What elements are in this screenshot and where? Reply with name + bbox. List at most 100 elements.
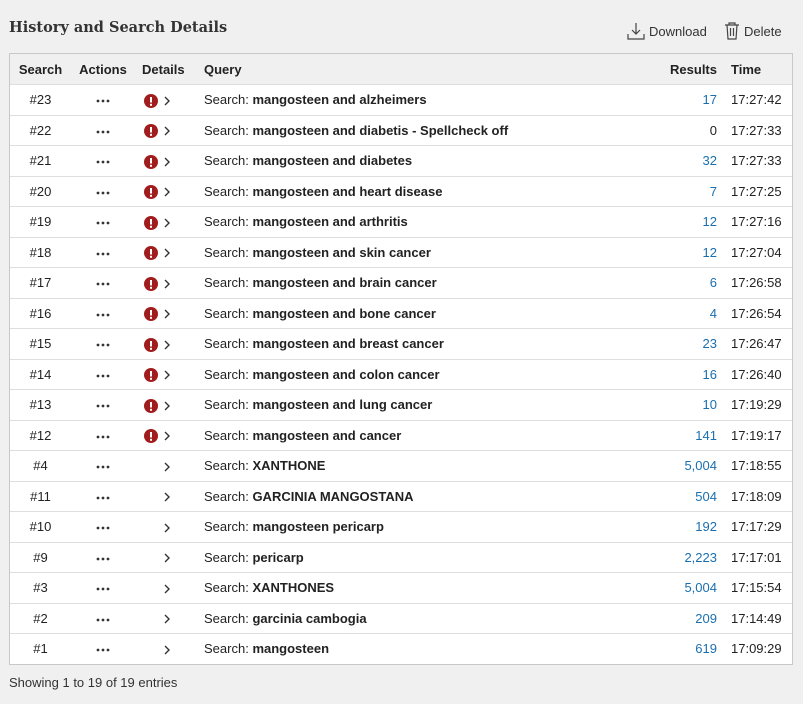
results-count[interactable]: 5,004 [684,458,717,474]
chevron[interactable] [162,489,172,504]
actions-menu[interactable] [71,602,135,634]
details[interactable] [135,602,196,634]
chevron[interactable] [162,92,172,107]
chevron[interactable] [162,306,172,321]
chevron[interactable] [162,458,172,473]
details[interactable] [135,450,196,481]
details[interactable] [135,480,196,512]
actions-menu[interactable] [71,84,135,115]
actions-menu[interactable] [71,389,135,420]
results-count[interactable]: 16 [702,366,717,382]
actions-menu[interactable] [71,633,135,664]
results-count[interactable]: 7 [709,183,717,199]
delete-button[interactable]: Delete [724,21,782,41]
details[interactable] [135,633,196,664]
results-count[interactable]: 504 [695,488,717,504]
query-prefix: Search: [204,275,249,291]
actions-menu[interactable] [71,419,135,451]
chevron[interactable] [162,123,172,138]
download-button[interactable]: Download [627,21,707,41]
results-count[interactable]: 12 [702,214,717,230]
chevron[interactable] [162,275,172,290]
query: Search: mangosteen and brain cancer [196,267,596,298]
results-count[interactable]: 32 [702,153,717,169]
actions-menu[interactable] [71,236,135,268]
details[interactable] [135,206,196,237]
warning-icon [144,397,158,413]
chevron[interactable] [162,214,172,229]
row: #15 Search: mangosteen and breast cancer 2… [10,328,792,359]
details[interactable] [135,328,196,359]
results-count[interactable]: 192 [695,519,717,535]
details[interactable] [135,511,196,542]
details[interactable] [135,236,196,268]
query-term: pericarp [252,549,304,565]
chevron[interactable] [162,367,172,382]
chevron[interactable] [162,153,172,168]
actions-menu[interactable] [71,541,135,573]
query-term: garcinia cambogia [252,610,367,626]
actions-menu[interactable] [71,480,135,512]
results-count[interactable]: 10 [702,397,717,413]
results-count[interactable]: 23 [702,336,717,352]
results-count[interactable]: 12 [702,244,717,260]
details[interactable] [135,114,196,146]
warning-icon [144,183,158,200]
details[interactable] [135,84,196,115]
details[interactable] [135,389,196,420]
results-count[interactable]: 4 [709,305,717,321]
details[interactable] [135,297,196,329]
actions-menu[interactable] [71,175,135,207]
query-term: mangosteen pericarp [252,519,384,535]
actions-menu[interactable] [71,267,135,298]
results-count[interactable]: 619 [695,641,717,657]
download-label: Download [649,23,707,39]
chevron[interactable] [162,641,172,656]
details[interactable] [135,145,196,176]
query-term: mangosteen and brain cancer [252,275,437,291]
actions-menu[interactable] [71,450,135,481]
chevron[interactable] [162,336,172,351]
details-icons [135,580,196,595]
results-count[interactable]: 2,223 [684,549,717,565]
actions-menu[interactable] [71,572,135,603]
chevron[interactable] [162,397,172,412]
results: 16 [596,358,723,390]
search-id: #15 [10,328,71,359]
results-count[interactable]: 5,004 [684,580,717,596]
results-count[interactable]: 6 [709,275,717,291]
chevron[interactable] [162,519,172,534]
chevron[interactable] [162,580,172,595]
actions-menu[interactable] [71,297,135,329]
query-term: mangosteen and diabetis - Spellcheck off [252,122,509,138]
details[interactable] [135,419,196,451]
results: 17 [596,84,723,115]
chevron[interactable] [162,428,172,443]
results: 504 [596,480,723,512]
actions-menu[interactable] [71,358,135,390]
actions-menu[interactable] [71,114,135,146]
actions-menu[interactable] [71,145,135,176]
details[interactable] [135,572,196,603]
chevron[interactable] [162,245,172,260]
search-id: #3 [10,572,71,603]
query: Search: mangosteen and heart disease [196,175,596,207]
results-count[interactable]: 17 [702,92,717,108]
chevron[interactable] [162,611,172,626]
details[interactable] [135,267,196,298]
details-icons [135,183,196,200]
actions-menu[interactable] [71,328,135,359]
details[interactable] [135,175,196,207]
details[interactable] [135,541,196,573]
results-count[interactable]: 141 [695,427,717,443]
details[interactable] [135,358,196,390]
results-count[interactable]: 209 [695,610,717,626]
row: #3 Search: XANTHONES 5,004 17:15:54 [10,572,792,603]
chevron[interactable] [162,184,172,199]
actions-menu[interactable] [71,511,135,542]
row: #4 Search: XANTHONE 5,004 17:18:55 [10,450,792,481]
query-term: mangosteen and bone cancer [252,305,436,321]
actions-menu[interactable] [71,206,135,237]
chevron[interactable] [162,550,172,565]
